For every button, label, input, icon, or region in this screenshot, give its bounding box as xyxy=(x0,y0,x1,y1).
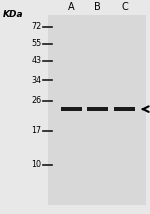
Text: 72: 72 xyxy=(31,22,41,31)
Bar xyxy=(48,15,146,205)
Bar xyxy=(87,107,108,111)
Text: 43: 43 xyxy=(31,56,41,65)
Text: KDa: KDa xyxy=(3,10,24,19)
Text: 34: 34 xyxy=(31,76,41,85)
Text: A: A xyxy=(68,3,75,12)
Text: B: B xyxy=(94,3,101,12)
Text: 17: 17 xyxy=(31,126,41,135)
Text: 26: 26 xyxy=(31,96,41,105)
Text: 10: 10 xyxy=(31,160,41,169)
Bar xyxy=(114,107,135,111)
Bar xyxy=(61,107,82,111)
Text: C: C xyxy=(121,3,128,12)
Text: 55: 55 xyxy=(31,39,41,48)
